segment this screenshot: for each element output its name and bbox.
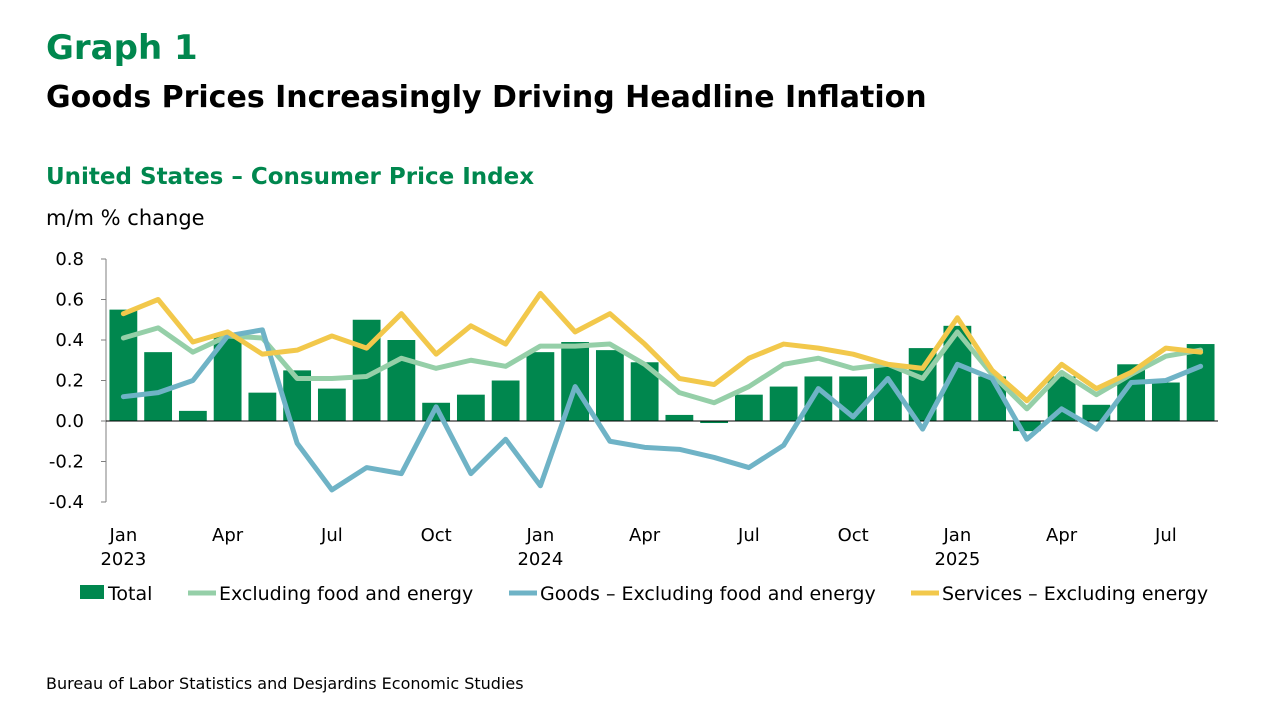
bar-total (387, 340, 416, 421)
x-tick-label: Jul (320, 525, 343, 546)
chart-subtitle: United States – Consumer Price Index (46, 164, 535, 190)
legend-label: Goods – Excluding food and energy (540, 583, 876, 605)
y-tick-label: 0.6 (55, 290, 84, 311)
legend-item: Goods – Excluding food and energy (509, 583, 876, 605)
legend-label: Services – Excluding energy (942, 583, 1208, 605)
legend-label: Total (107, 583, 152, 605)
bar-total (769, 386, 798, 421)
y-axis-unit-label: m/m % change (46, 206, 205, 230)
bar-total (700, 421, 729, 424)
y-tick-label: 0.4 (55, 330, 84, 351)
x-tick-label: Jan (526, 525, 555, 546)
x-tick-label: Jan (109, 525, 138, 546)
bar-total (317, 388, 346, 421)
legend-label: Excluding food and energy (219, 583, 473, 605)
y-tick-label: -0.2 (49, 452, 84, 473)
legend-item: Services – Excluding energy (911, 583, 1208, 605)
bar-total (526, 352, 555, 421)
legend-swatch-total (80, 585, 104, 599)
goods-line (120, 327, 1204, 493)
source-note: Bureau of Labor Statistics and Desjardin… (46, 674, 524, 693)
bar-total (1012, 421, 1041, 432)
x-tick-label: Jul (1154, 525, 1177, 546)
bar-total (1186, 344, 1215, 421)
legend-item: Excluding food and energy (188, 583, 473, 605)
bar-total (1151, 382, 1180, 421)
bar-total (734, 394, 763, 421)
x-tick-label: Apr (212, 525, 244, 546)
graph-number: Graph 1 (46, 28, 198, 68)
services-line (120, 290, 1204, 404)
y-tick-label: 0.0 (55, 411, 84, 432)
legend-item: Total (80, 583, 152, 605)
y-tick-label: 0.8 (55, 249, 84, 270)
core-cpi-line (120, 325, 1204, 412)
bar-total (665, 414, 694, 421)
bar-total (178, 410, 207, 422)
bar-total (248, 392, 277, 421)
x-tick-year-label: 2023 (100, 549, 146, 570)
bar-total (109, 309, 138, 422)
x-tick-label: Jan (943, 525, 972, 546)
chart-title: Goods Prices Increasingly Driving Headli… (46, 80, 927, 115)
x-tick-label: Apr (629, 525, 661, 546)
y-tick-label: -0.4 (49, 492, 84, 513)
y-tick-label: 0.2 (55, 371, 84, 392)
x-tick-label: Oct (421, 525, 452, 546)
bar-total (456, 394, 485, 421)
x-tick-year-label: 2025 (934, 549, 980, 570)
x-tick-label: Apr (1046, 525, 1078, 546)
x-tick-label: Jul (737, 525, 760, 546)
bar-total (595, 350, 624, 422)
bar-total (491, 380, 520, 421)
bar-total (144, 352, 173, 421)
x-tick-label: Oct (838, 525, 869, 546)
x-tick-year-label: 2024 (517, 549, 563, 570)
